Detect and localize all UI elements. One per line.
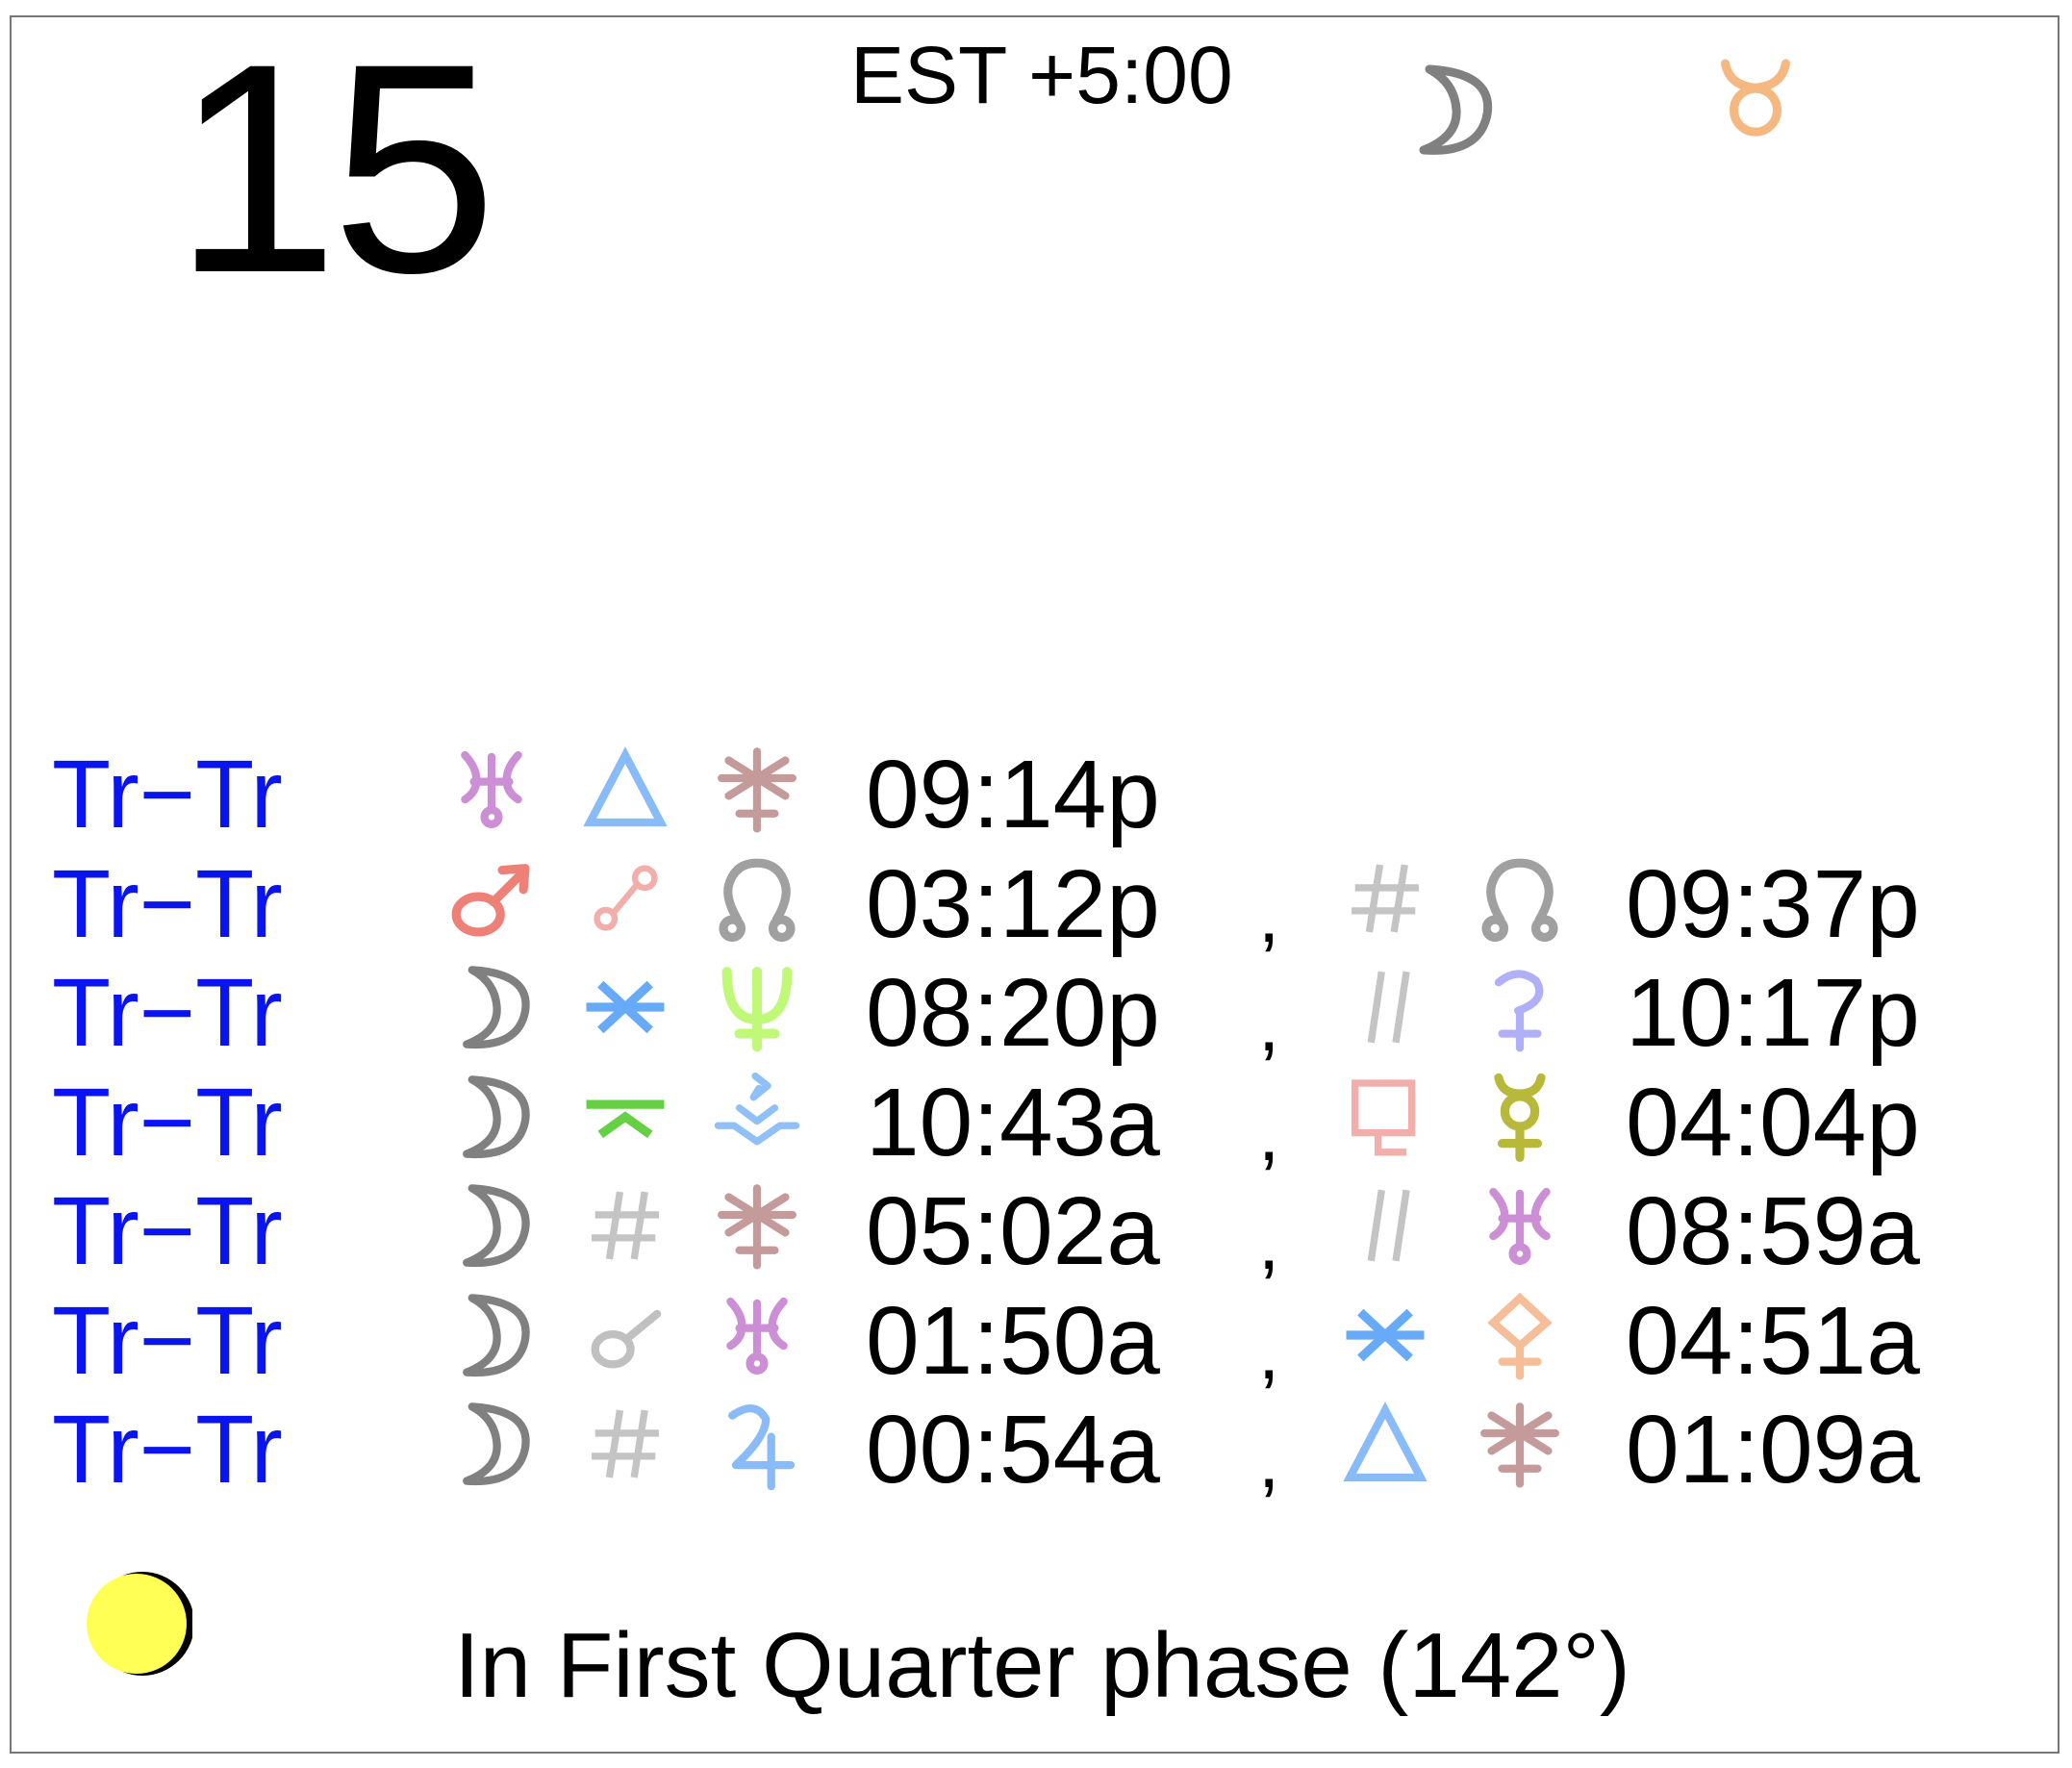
neptune-icon: [713, 963, 801, 1052]
aspect-time: 03:12p: [866, 850, 1160, 958]
moon-icon: [1402, 50, 1499, 169]
separator: ,: [1258, 872, 1280, 958]
aspect-time: 08:20p: [866, 959, 1160, 1067]
uranus-icon: [447, 745, 536, 833]
mercury-icon: [1476, 1073, 1564, 1162]
moon-icon: [447, 1400, 536, 1488]
jupiter-icon: [713, 1400, 801, 1491]
trine-icon: [581, 745, 670, 833]
aspect-time-second: 04:51a: [1626, 1287, 1920, 1395]
separator: ,: [1258, 1309, 1280, 1395]
transit-label: Tr−Tr: [52, 1177, 283, 1285]
pallas-icon: [1476, 1291, 1564, 1380]
juno-icon: [1476, 1400, 1564, 1488]
trine-icon: [1341, 1400, 1429, 1488]
sextile-icon: [581, 963, 670, 1051]
day-cell: [10, 15, 2059, 1754]
transit-label: Tr−Tr: [52, 1069, 283, 1176]
opposition-icon: [581, 854, 670, 943]
separator: ,: [1258, 1418, 1280, 1503]
separator: ,: [1258, 981, 1280, 1067]
sesquiquadrate-icon: [1341, 1073, 1429, 1161]
mars-icon: [447, 854, 536, 943]
transit-label: Tr−Tr: [52, 1396, 283, 1503]
contraparallel-icon: [1341, 1181, 1429, 1270]
aspect-time: 10:43a: [866, 1069, 1160, 1176]
aspect-time-second: 01:09a: [1626, 1396, 1920, 1503]
aspect-time: 05:02a: [866, 1177, 1160, 1285]
uranus-icon: [1476, 1181, 1564, 1270]
juno-icon: [713, 1181, 801, 1270]
moon-icon: [447, 1073, 536, 1161]
ceres-icon: [1476, 963, 1564, 1052]
transit-label: Tr−Tr: [52, 1287, 283, 1395]
node-icon: [1476, 854, 1564, 943]
juno-icon: [713, 745, 801, 833]
uranus-icon: [713, 1291, 801, 1379]
taurus-icon: [1712, 50, 1799, 146]
aspect-time: 00:54a: [866, 1396, 1160, 1503]
node-icon: [713, 854, 801, 943]
parallel-icon: [581, 1181, 670, 1270]
moon-phase-text: In First Quarter phase (142°): [454, 1614, 1630, 1717]
conjunction-icon: [581, 1291, 670, 1379]
vesta-icon: [713, 1073, 801, 1161]
aspect-time: 01:50a: [866, 1287, 1160, 1395]
parallel-icon: [581, 1400, 670, 1488]
transit-label: Tr−Tr: [52, 959, 283, 1067]
aspect-time: 09:14p: [866, 741, 1160, 848]
separator: ,: [1258, 1200, 1280, 1285]
quincunx-icon: [581, 1073, 670, 1161]
moon-icon: [447, 963, 536, 1051]
sextile-icon: [1341, 1291, 1429, 1379]
aspect-time-second: 04:04p: [1626, 1069, 1920, 1176]
moon-icon: [447, 1291, 536, 1379]
day-number: 15: [173, 1, 497, 335]
aspect-time-second: 09:37p: [1626, 850, 1920, 958]
transit-label: Tr−Tr: [52, 741, 283, 848]
moon-icon: [447, 1181, 536, 1270]
transit-label: Tr−Tr: [52, 850, 283, 958]
separator: ,: [1258, 1091, 1280, 1176]
contraparallel-icon: [1341, 963, 1429, 1051]
moon-phase-icon: [85, 1570, 194, 1678]
parallel-icon: [1341, 854, 1429, 943]
timezone-label: EST +5:00: [850, 30, 1233, 120]
aspect-time-second: 08:59a: [1626, 1177, 1920, 1285]
aspect-time-second: 10:17p: [1626, 959, 1920, 1067]
